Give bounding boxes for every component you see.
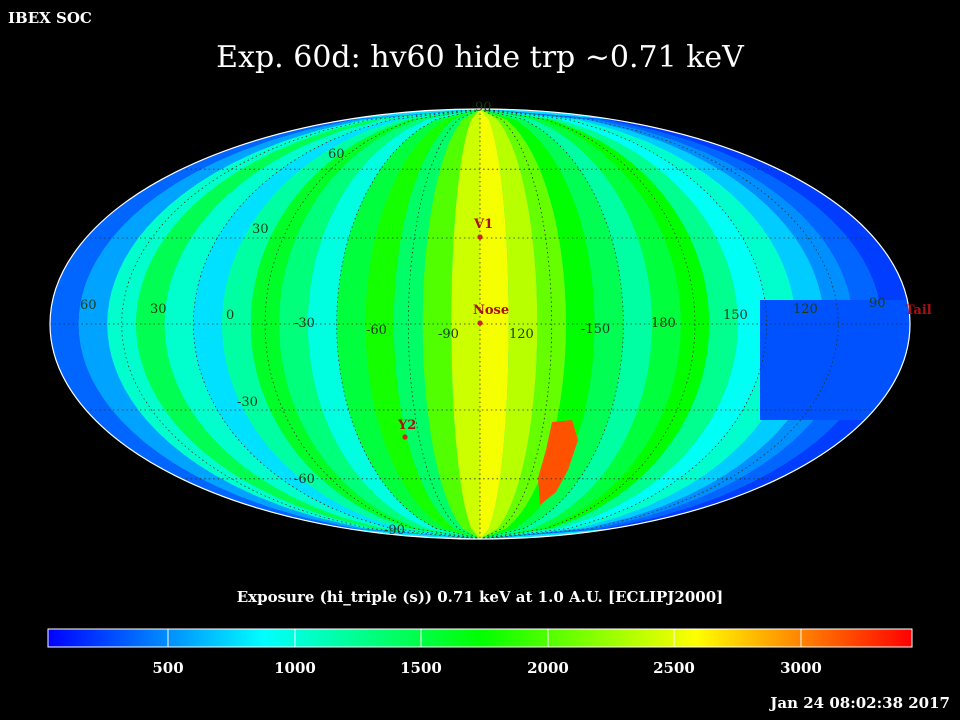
exposure-stripe — [480, 109, 681, 539]
lon-label: -60 — [366, 323, 387, 338]
y2-marker — [402, 434, 408, 440]
lat-label: 90 — [475, 100, 492, 115]
latitude-labels: 90 60 30 -30 -60 -90 — [237, 100, 492, 538]
map-title: Exp. 60d: hv60 hide trp ~0.71 keV — [216, 40, 744, 75]
meridian-line — [407, 109, 481, 539]
lon-label: 150 — [723, 308, 748, 323]
exposure-stripe — [480, 109, 538, 539]
map-outline — [49, 108, 911, 540]
colorbar-title: Exposure (hi_triple (s)) 0.71 keV at 1.0… — [236, 588, 724, 606]
lon-label: 120 — [793, 302, 818, 317]
exposure-stripe — [365, 109, 480, 539]
meridian-line — [479, 109, 553, 539]
org-label: IBEX SOC — [8, 9, 92, 27]
lat-label: -30 — [237, 395, 258, 410]
colorbar-tick-label: 2000 — [527, 659, 569, 677]
graticule — [50, 109, 910, 539]
lon-label: 30 — [150, 302, 167, 317]
lat-label: 30 — [252, 222, 269, 237]
exposure-stripe — [394, 109, 480, 539]
lon-label: -150 — [581, 322, 610, 337]
exposure-stripe — [480, 109, 652, 539]
colorbar-tick-labels: 500 1000 1500 2000 2500 3000 — [152, 659, 822, 677]
exposure-stripe — [336, 109, 480, 539]
lon-label: 60 — [80, 298, 97, 313]
v1-marker — [477, 234, 483, 240]
high-exposure-region — [538, 420, 578, 505]
exposure-stripe — [422, 109, 480, 539]
v1-label: V1 — [473, 217, 493, 232]
exposure-stripe — [451, 109, 480, 539]
colorbar-gradient — [47, 628, 913, 648]
lon-label: -30 — [294, 316, 315, 331]
lat-label: -60 — [294, 472, 315, 487]
lon-label: -90 — [438, 327, 459, 342]
colorbar-ticks — [167, 629, 802, 647]
lat-label: -90 — [384, 523, 405, 538]
lon-label: 120 — [509, 327, 534, 342]
nose-label: Nose — [473, 303, 509, 318]
meridian-line — [264, 109, 481, 539]
lon-label: 90 — [869, 296, 886, 311]
meridian-line — [336, 109, 481, 539]
meridian-line — [479, 109, 839, 539]
colorbar-tick-label: 1500 — [400, 659, 442, 677]
markers: V1 Nose Y2 Tail — [397, 217, 932, 440]
meridian-line — [479, 109, 696, 539]
lon-label: 180 — [651, 316, 676, 331]
exposure-stripe — [279, 109, 480, 539]
exposure-stripe — [480, 109, 624, 539]
y2-label: Y2 — [397, 418, 416, 433]
longitude-labels: 60 30 0 -30 -60 -90 120 -150 180 150 120… — [80, 296, 886, 342]
colorbar-tick-label: 2500 — [653, 659, 695, 677]
colorbar-tick-label: 3000 — [780, 659, 822, 677]
lat-label: 60 — [328, 147, 345, 162]
meridian-line — [121, 109, 481, 539]
exposure-stripe — [480, 109, 566, 539]
exposure-stripe — [480, 109, 509, 539]
lon-label: 0 — [226, 308, 234, 323]
tail-label: Tail — [905, 303, 932, 318]
colorbar-tick-label: 500 — [152, 659, 183, 677]
meridian-line — [479, 109, 624, 539]
nose-marker — [477, 320, 483, 326]
timestamp: Jan 24 08:02:38 2017 — [770, 694, 950, 712]
exposure-stripe — [308, 109, 480, 539]
colorbar-tick-label: 1000 — [274, 659, 316, 677]
